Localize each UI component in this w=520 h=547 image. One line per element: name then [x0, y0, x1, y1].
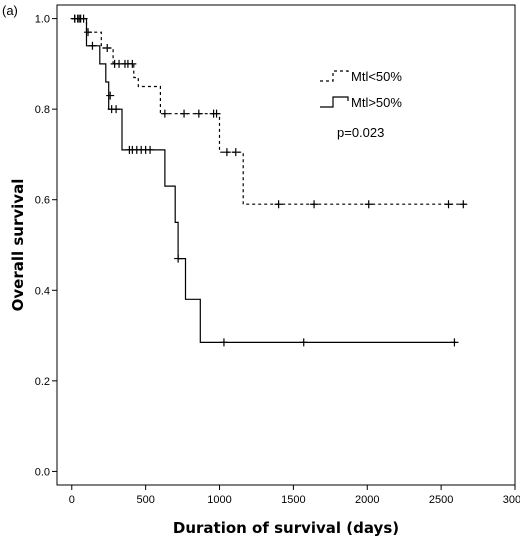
x-axis-title: Duration of survival (days)	[173, 519, 399, 537]
y-tick-label: 1.0	[35, 14, 50, 26]
censor-mark	[310, 200, 319, 209]
y-tick-label: 0.4	[35, 285, 50, 297]
censor-mark	[103, 44, 112, 53]
censor-mark	[180, 109, 189, 118]
p-value-annotation: p=0.023	[337, 125, 384, 140]
y-tick-label: 0.0	[35, 466, 50, 478]
censor-mark	[88, 41, 97, 50]
censor-mark	[75, 14, 84, 23]
legend-label: Mtl<50%	[351, 69, 402, 84]
y-tick-label: 0.6	[35, 195, 50, 207]
x-tick-label: 2500	[429, 494, 453, 506]
y-tick-label: 0.2	[35, 376, 50, 388]
censor-mark	[231, 148, 240, 157]
censor-mark	[106, 91, 115, 100]
x-tick-label: 1000	[207, 494, 231, 506]
legend-swatch	[320, 70, 349, 82]
censor-mark	[450, 338, 459, 347]
censor-mark	[160, 109, 169, 118]
censor-mark	[84, 28, 93, 37]
x-tick-label: 3000	[503, 494, 520, 506]
censor-mark	[212, 109, 221, 118]
censor-mark	[459, 200, 468, 209]
x-tick-label: 1500	[281, 494, 305, 506]
censor-mark	[364, 200, 373, 209]
y-tick-label: 0.8	[35, 104, 50, 116]
censor-mark	[112, 105, 121, 114]
legend-label: Mtl>50%	[351, 95, 402, 110]
x-tick-label: 0	[69, 494, 75, 506]
censor-mark	[222, 148, 231, 157]
censor-mark	[219, 338, 228, 347]
legend: Mtl<50% Mtl>50%	[320, 69, 402, 110]
censor-mark	[194, 109, 203, 118]
censor-mark	[174, 254, 183, 263]
x-axis: 0 500 1000 1500 2000 2500 3000	[69, 485, 520, 506]
censor-mark	[128, 59, 137, 68]
censor-mark	[274, 200, 283, 209]
x-tick-label: 500	[136, 494, 154, 506]
censor-mark	[299, 338, 308, 347]
censor-mark	[444, 200, 453, 209]
legend-swatch	[320, 96, 349, 108]
censor-marks	[70, 14, 468, 347]
panel-label: (a)	[2, 3, 18, 18]
y-axis-title: Overall survival	[9, 179, 27, 312]
x-tick-label: 2000	[355, 494, 379, 506]
plot-area	[56, 4, 516, 486]
y-axis: 0.0 0.2 0.4 0.6 0.8 1.0	[35, 14, 57, 478]
censor-mark	[146, 145, 155, 154]
